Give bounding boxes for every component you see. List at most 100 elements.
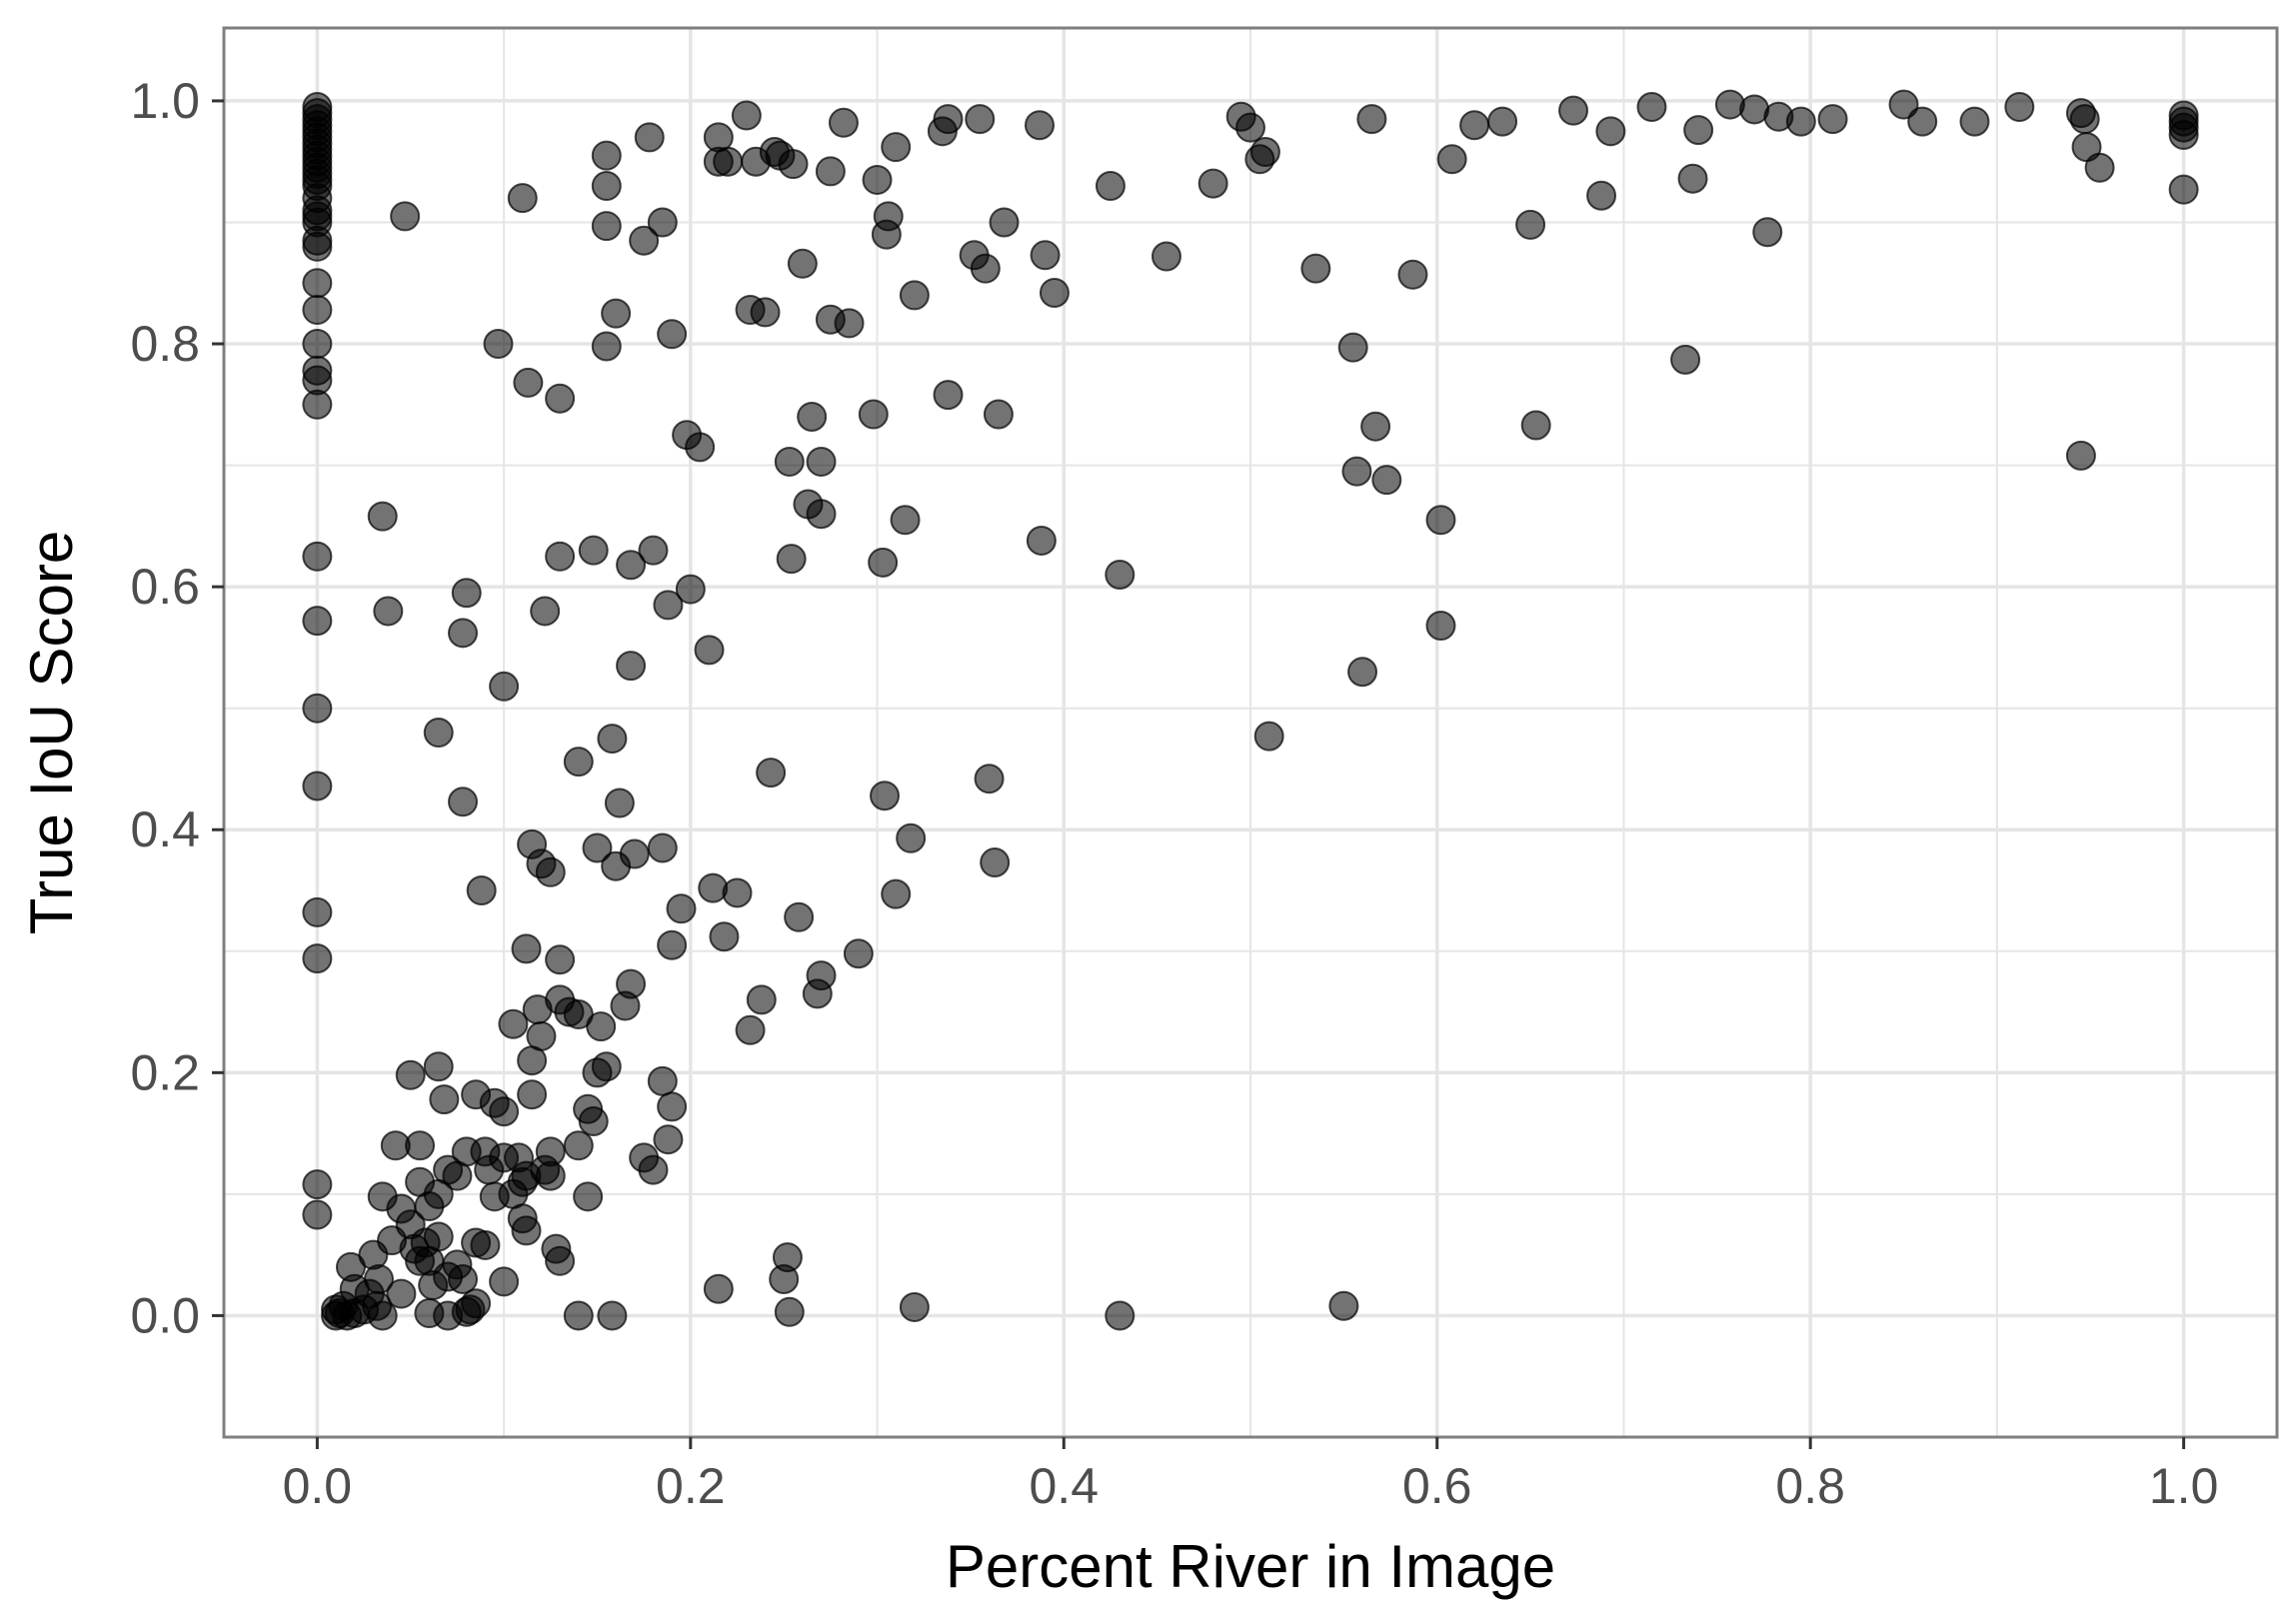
data-point [2069,104,2100,135]
data-point [461,1288,492,1319]
x-tick-label: 1.0 [2149,1458,2219,1514]
data-point [448,787,479,817]
data-point [545,383,576,414]
data-point [466,875,497,906]
data-point [354,1278,385,1309]
data-point [1024,110,1055,141]
data-point [2065,440,2096,471]
data-point [638,1154,669,1185]
data-point [1105,559,1136,590]
data-point [1595,116,1626,147]
data-point [511,933,542,964]
data-point [843,938,874,969]
data-point [657,319,688,350]
data-point [806,960,837,991]
data-point [302,1169,333,1200]
y-axis-ticks: 0.0 0.2 0.4 0.6 0.8 1.0 [130,73,224,1343]
data-point [498,1178,529,1209]
data-point [470,1229,501,1260]
data-point [1683,115,1714,146]
data-point [873,201,904,232]
data-point [1515,209,1546,240]
data-point [1888,89,1919,120]
data-point [1300,253,1331,284]
data-point [881,132,912,163]
data-point [698,872,729,903]
data-point [302,295,333,325]
data-point [2168,119,2199,150]
data-point [1558,95,1589,126]
data-point [899,1291,930,1322]
data-point [983,399,1014,430]
y-tick-label: 0.8 [130,316,200,372]
data-point [735,1014,766,1045]
data-point [666,893,697,924]
data-point [302,541,333,572]
data-point [1095,171,1126,202]
y-axis-title: True IoU Score [18,531,85,935]
data-point [980,847,1011,878]
data-point [601,298,632,329]
data-point [2084,152,2115,183]
data-point [776,544,807,575]
data-point [489,671,520,702]
data-point [395,1059,426,1090]
data-point [507,183,538,214]
data-point [868,547,899,578]
data-point [586,1011,617,1042]
data-point [423,718,454,748]
data-point [302,943,333,974]
data-point [1347,657,1378,688]
data-point [685,432,716,463]
x-tick-label: 0.6 [1402,1458,1472,1514]
data-point [1360,411,1391,442]
x-tick-label: 0.0 [283,1458,353,1514]
data-point [653,590,684,621]
data-points [302,89,2199,1331]
data-point [862,164,893,195]
data-point [2168,174,2199,205]
data-point [797,401,828,432]
data-point [591,140,622,171]
x-tick-label: 0.4 [1030,1458,1100,1514]
data-point [1817,104,1848,135]
data-point [1907,106,1938,137]
y-tick-label: 1.0 [130,73,200,129]
data-point [1487,106,1518,137]
data-point [772,1242,803,1273]
data-point [474,1154,505,1185]
data-point [423,1051,454,1082]
data-point [498,1008,529,1039]
data-point [302,606,333,637]
data-point [616,968,647,999]
data-point [451,578,482,609]
data-point [1670,344,1701,375]
data-point [647,207,678,238]
data-point [974,764,1005,795]
data-point [1356,104,1387,135]
data-point [1150,241,1181,272]
data-point [1337,332,1368,363]
data-point [1677,163,1708,194]
data-point [429,1084,460,1115]
data-point [933,380,964,411]
data-point [2004,92,2035,123]
data-point [1636,92,1667,123]
data-point [535,856,566,887]
data-point [302,771,333,802]
data-point [731,100,762,131]
data-point [511,1215,542,1246]
data-point [989,207,1020,238]
data-point [526,1020,557,1051]
data-point [405,1130,436,1161]
data-point [834,308,865,339]
data-point [616,550,647,581]
data-point [1520,410,1551,441]
data-point [1425,505,1456,536]
data-point [302,389,333,420]
data-point [513,367,544,398]
data-point [965,104,996,135]
data-point [806,446,837,477]
data-point [815,156,846,187]
data-point [881,878,912,909]
